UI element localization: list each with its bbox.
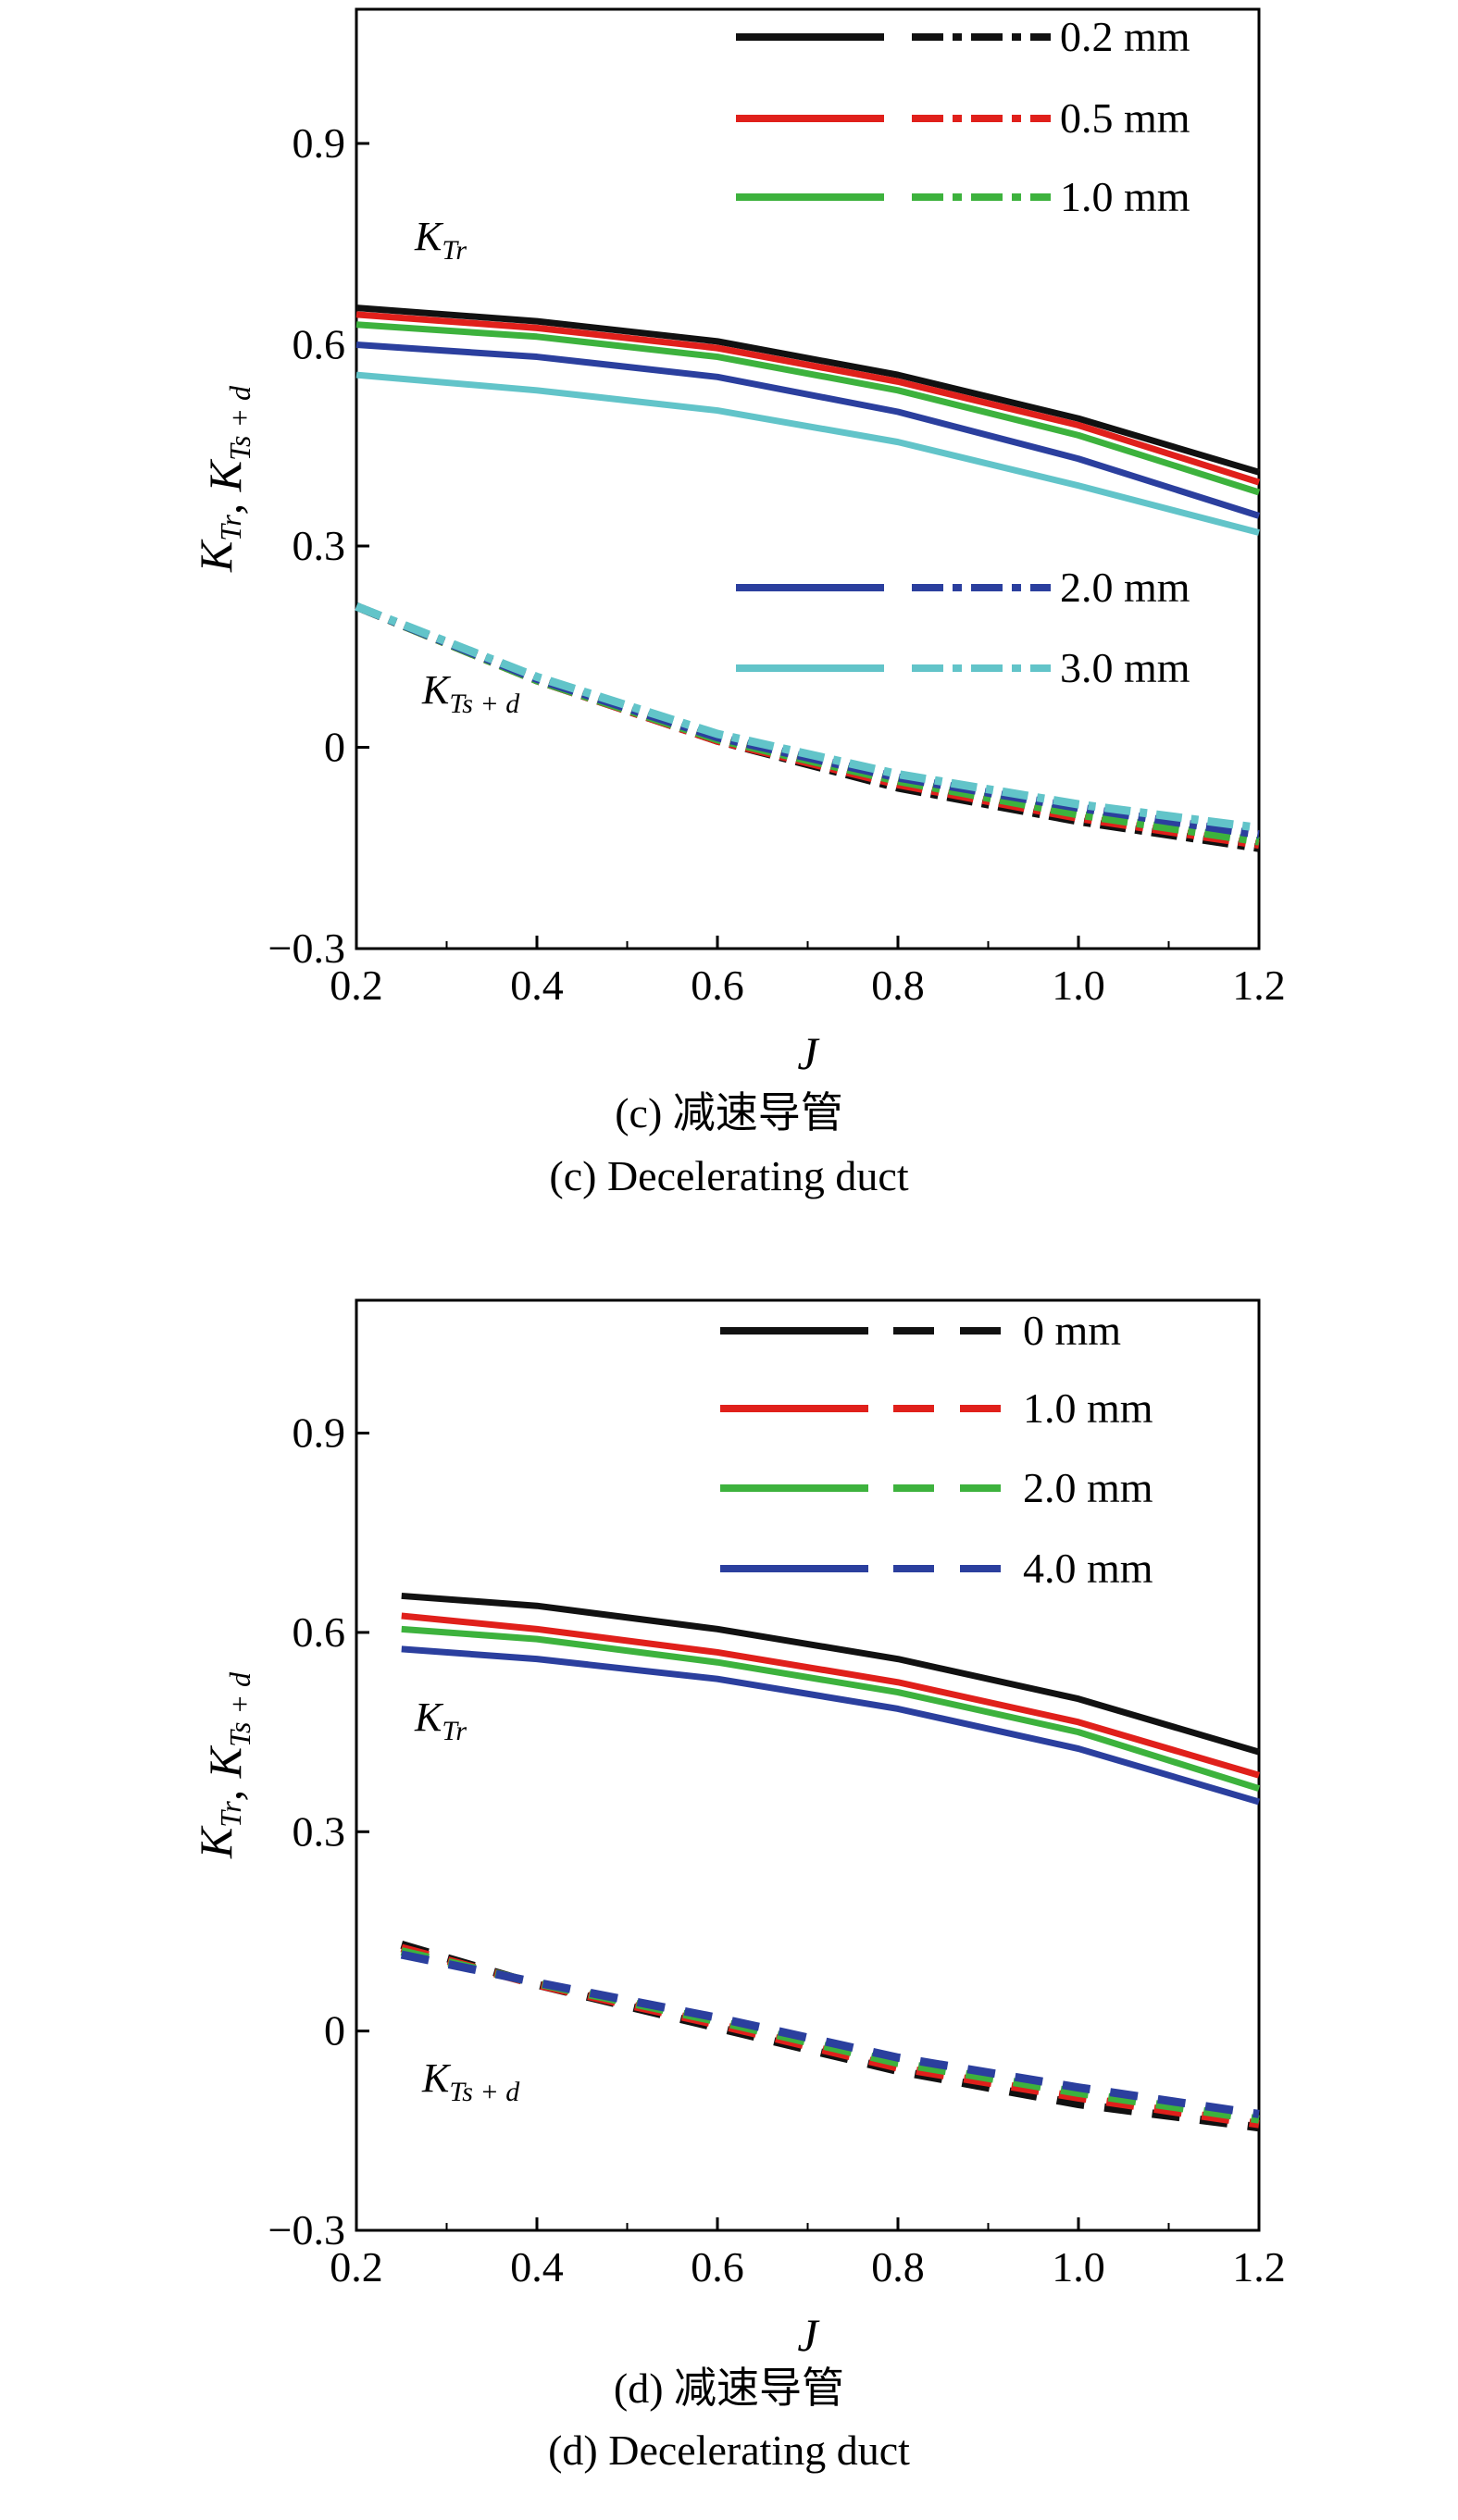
kt-r-line [355, 304, 1260, 476]
caption-c-en: (c) Decelerating duct [549, 1152, 909, 1199]
x-axis-label: J [797, 2309, 820, 2361]
x-tick-label: 0.6 [691, 962, 744, 1009]
legend-entry: 4.0 mm [720, 1545, 1153, 1592]
kt-r-line [355, 371, 1260, 536]
y-tick-label: 0.9 [293, 119, 346, 167]
y-tick-label: −0.3 [268, 2206, 345, 2253]
kt-sd-line [355, 602, 1260, 832]
chart-c-plot: 0.2 0.4 0.6 0.8 1.0 1.2 −0.3 0 0.3 0.6 0.9 J KTr, KT… [190, 7, 1286, 1079]
legend-entry: 2.0 mm [720, 1464, 1153, 1511]
x-tick-label: 0.2 [330, 962, 383, 1009]
chart-d-plot: 0.2 0.4 0.6 0.8 1.0 1.2 −0.3 0 0.3 0.6 0.9 J KTr, KT… [190, 1298, 1286, 2361]
curve-annotation: KTs + d [421, 2055, 520, 2107]
legend-label: 0.2 mm [1060, 13, 1190, 60]
curve-annotation: KTr [414, 214, 467, 266]
x-tick-label: 1.2 [1232, 962, 1286, 1009]
x-tick-label: 0.6 [691, 2243, 744, 2290]
kt-r-line [401, 1645, 1260, 1806]
y-tick-label: 0.3 [293, 522, 346, 569]
chart-panel-c: 0.2 0.4 0.6 0.8 1.0 1.2 −0.3 0 0.3 0.6 0.9 J KTr, KT… [0, 0, 1458, 1231]
x-axis-label: J [797, 1027, 820, 1079]
x-tick-label: 1.0 [1052, 962, 1105, 1009]
x-tick-label: 0.8 [871, 2243, 925, 2290]
x-tick-label: 1.2 [1232, 2243, 1286, 2290]
legend-label: 0.5 mm [1060, 94, 1190, 142]
legend-entry: 3.0 mm [736, 644, 1190, 691]
series-3-0-mm [355, 371, 1260, 832]
caption-c-cn: (c) 减速导管 [615, 1089, 843, 1136]
caption-d-cn: (d) 减速导管 [613, 2365, 845, 2412]
y-tick-label: 0.6 [293, 1608, 346, 1656]
kt-sd-line [355, 602, 1260, 839]
y-tick-label: −0.3 [268, 925, 345, 972]
kt-r-line [401, 1625, 1261, 1792]
y-tick-label: 0.3 [293, 1807, 346, 1855]
legend-label: 1.0 mm [1023, 1384, 1153, 1432]
legend-entry: 2.0 mm [736, 564, 1190, 611]
x-tick-label: 0.8 [871, 962, 925, 1009]
kt-r-line [355, 311, 1261, 486]
y-tick-label: 0.6 [293, 321, 346, 368]
y-axis-label: KTr, KTs + d [190, 385, 256, 573]
legend-label: 1.0 mm [1060, 173, 1190, 220]
legend-entry: 0 mm [720, 1307, 1121, 1354]
kt-r-line [401, 1612, 1260, 1779]
legend-entry: 0.5 mm [736, 94, 1190, 142]
x-tick-label: 0.2 [330, 2243, 383, 2290]
kt-sd-line [400, 1950, 1260, 2118]
legend-label: 2.0 mm [1060, 564, 1190, 611]
curve-annotation: KTr [414, 1694, 467, 1746]
x-tick-label: 1.0 [1052, 2243, 1105, 2290]
legend-label: 0 mm [1023, 1307, 1121, 1354]
legend-label: 2.0 mm [1023, 1464, 1153, 1511]
y-tick-label: 0 [324, 724, 345, 771]
x-tick-label: 0.4 [510, 2243, 564, 2290]
x-tick-label: 0.4 [510, 962, 564, 1009]
legend-entry: 1.0 mm [720, 1384, 1153, 1432]
legend-entry: 1.0 mm [736, 173, 1190, 220]
legend-label: 4.0 mm [1023, 1545, 1153, 1592]
y-tick-label: 0 [324, 2007, 345, 2054]
legend-entry: 0.2 mm [736, 13, 1190, 60]
legend-label: 3.0 mm [1060, 644, 1190, 691]
kt-r-line [355, 341, 1261, 519]
kt-r-line [355, 321, 1261, 496]
series-4-0-mm [400, 1645, 1260, 2118]
y-axis-label: KTr, KTs + d [190, 1671, 256, 1859]
curve-annotation: KTs + d [421, 667, 520, 719]
chart-panel-d: 0.2 0.4 0.6 0.8 1.0 1.2 −0.3 0 0.3 0.6 0.9 J KTr, KT… [0, 1277, 1458, 2520]
caption-d-en: (d) Decelerating duct [548, 2427, 910, 2474]
kt-r-line [401, 1592, 1260, 1756]
y-tick-label: 0.9 [293, 1409, 346, 1457]
